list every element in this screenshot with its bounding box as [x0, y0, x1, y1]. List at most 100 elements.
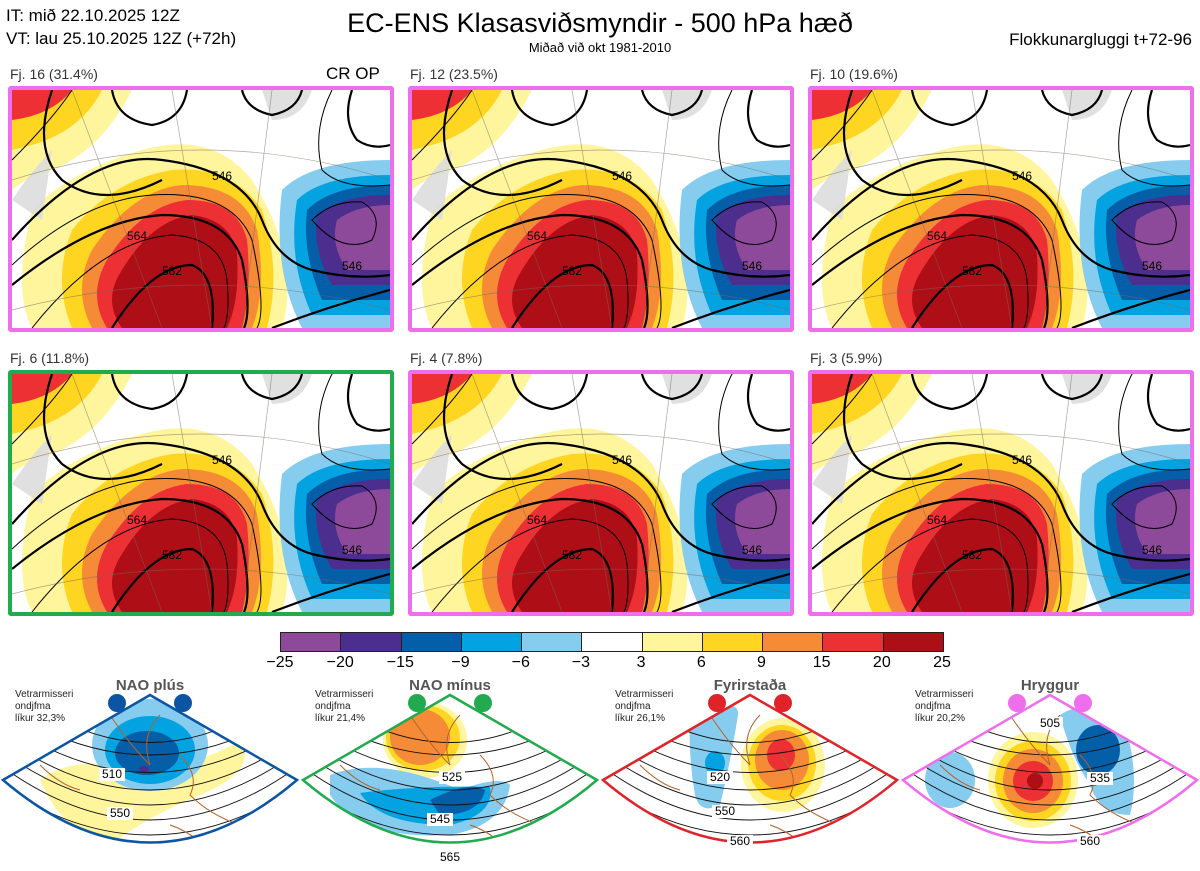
regime-dot: [408, 694, 426, 712]
colorbar-tick: −3: [571, 654, 591, 671]
page-subtitle: Miðað við okt 1981-2010: [528, 40, 672, 55]
regime-note: Vetrarmisseri ondjfma líkur 32,3%: [15, 689, 73, 725]
colorbar-tick: 6: [696, 654, 706, 671]
anomaly-map: 546 564 582 546: [812, 90, 1190, 328]
regime-note-months: ondjfma: [615, 701, 651, 712]
colorbar-swatch: [341, 633, 402, 651]
cluster-panel[interactable]: 546 564 582 546: [808, 86, 1194, 332]
contour-label: 564: [127, 229, 147, 243]
header-times: IT: mið 22.10.2025 12Z VT: lau 25.10.202…: [6, 4, 236, 50]
regime-note-season: Vetrarmisseri: [315, 689, 374, 700]
cluster-label: Fj. 12 (23.5%): [410, 66, 498, 82]
regime-note-season: Vetrarmisseri: [615, 689, 674, 700]
contour-label: 546: [1012, 453, 1032, 467]
regime-dot: [108, 694, 126, 712]
contour-label: 582: [562, 548, 582, 562]
anomaly-map: 546 564 582 546: [12, 90, 390, 328]
colorbar-tick: −15: [386, 654, 414, 671]
regime-contour-label: 510: [102, 767, 122, 781]
regime-contour-label: 545: [430, 812, 450, 826]
colorbar-swatch: [401, 633, 462, 651]
colorbar-swatch: [582, 633, 643, 651]
regime-contour-label: 565: [440, 850, 460, 864]
contour-label: 564: [527, 513, 547, 527]
colorbar-swatch: [702, 633, 764, 651]
contour-label: 582: [962, 548, 982, 562]
contour-label: 564: [927, 229, 947, 243]
regime-note-probability: líkur 21,4%: [315, 713, 366, 724]
regime-contour-label: 550: [110, 806, 130, 820]
regime-outline: [600, 693, 900, 844]
regime-title: NAO plús: [115, 677, 185, 694]
colorbar-swatch: [883, 633, 943, 651]
anomaly-map: 546 564 582 546: [12, 374, 390, 612]
cluster-panel[interactable]: 546 564 582 546: [8, 86, 394, 332]
regime-note-months: ondjfma: [15, 701, 51, 712]
regime-title: NAO mínus: [409, 677, 491, 694]
cluster-label: Fj. 3 (5.9%): [810, 350, 883, 366]
colorbar-tick: 9: [757, 654, 766, 671]
colorbar-tick: 25: [933, 654, 951, 671]
colorbar-swatch: [823, 633, 884, 651]
colorbar-swatch: [642, 633, 703, 651]
cluster-panel[interactable]: 546 564 582 546: [808, 370, 1194, 616]
regime-dot: [774, 694, 792, 712]
init-time: IT: mið 22.10.2025 12Z: [6, 6, 180, 25]
regime-dot: [174, 694, 192, 712]
colorbar-ticks: −25 −20 −15 −9 −6 −3 3 6 9 15 20 25: [266, 654, 950, 674]
contour-label: 582: [162, 264, 182, 278]
cluster-panel[interactable]: 546 564 582 546: [408, 86, 794, 332]
regime-map: 505 535 560: [900, 693, 1200, 848]
contour-label: 546: [212, 453, 232, 467]
regime-note-season: Vetrarmisseri: [915, 689, 974, 700]
contour-label: 582: [562, 264, 582, 278]
colorbar: [280, 632, 944, 652]
regime-contour-label: 525: [442, 770, 462, 784]
regime-note: Vetrarmisseri ondjfma líkur 21,4%: [315, 689, 373, 725]
regime-map: 525 545 565: [300, 693, 600, 864]
contour-label: 546: [612, 453, 632, 467]
regime-legend: 525 545 565 NAO mínus Vetrarmisseri ondj…: [300, 675, 600, 871]
contour-label: 546: [212, 169, 232, 183]
contour-label: 546: [1012, 169, 1032, 183]
colorbar-tick: 20: [872, 654, 891, 671]
regime-note-probability: líkur 32,3%: [15, 713, 66, 724]
regime-note: Vetrarmisseri ondjfma líkur 20,2%: [915, 689, 973, 725]
colorbar-tick: −20: [326, 654, 354, 671]
colorbar-tick: 3: [636, 654, 646, 671]
cluster-label: Fj. 10 (19.6%): [810, 66, 898, 82]
anomaly-map: 546 564 582 546: [412, 90, 790, 328]
regime-dot: [708, 694, 726, 712]
colorbar-swatch: [281, 633, 342, 651]
contour-label: 564: [127, 513, 147, 527]
cluster-panel[interactable]: 546 564 582 546: [8, 370, 394, 616]
regime-note-months: ondjfma: [915, 701, 951, 712]
anomaly-map: 546 564 582 546: [412, 374, 790, 612]
cluster-window: Flokkunargluggi t+72-96: [1009, 30, 1192, 49]
colorbar-swatch: [522, 633, 583, 651]
regime-legend: 520 550 560 Fyrirstaða Vetrarmisseri ond…: [600, 675, 900, 871]
regime-title: Hryggur: [1020, 677, 1080, 694]
colorbar-swatch: [461, 633, 523, 651]
regime-map: 520 550 560: [600, 693, 900, 848]
contour-label: 582: [162, 548, 182, 562]
regime-note-months: ondjfma: [315, 701, 351, 712]
cluster-panel[interactable]: 546 564 582 546: [408, 370, 794, 616]
regime-dot: [1074, 694, 1092, 712]
regime-title: Fyrirstaða: [713, 677, 787, 694]
contour-label: 546: [342, 259, 362, 273]
cluster-label: Fj. 16 (31.4%): [10, 66, 98, 82]
regime-note: Vetrarmisseri ondjfma líkur 26,1%: [615, 689, 673, 725]
contour-label: 546: [742, 259, 762, 273]
regime-outline: [900, 693, 1200, 844]
regime-legend: 505 535 560 Hryggur Vetrarmisseri ondjfm…: [900, 675, 1200, 871]
colorbar-tick: −25: [266, 654, 294, 671]
contour-label: 546: [1142, 543, 1162, 557]
valid-time: VT: lau 25.10.2025 12Z (+72h): [6, 29, 237, 48]
page-title: EC-ENS Klasasviðsmyndir - 500 hPa hæð: [347, 8, 853, 38]
regime-outline: [300, 693, 600, 844]
regime-contour-label: 560: [1080, 834, 1100, 848]
regime-note-probability: líkur 20,2%: [915, 713, 966, 724]
contour-label: 546: [1142, 259, 1162, 273]
regime-contour-label: 520: [710, 770, 730, 784]
